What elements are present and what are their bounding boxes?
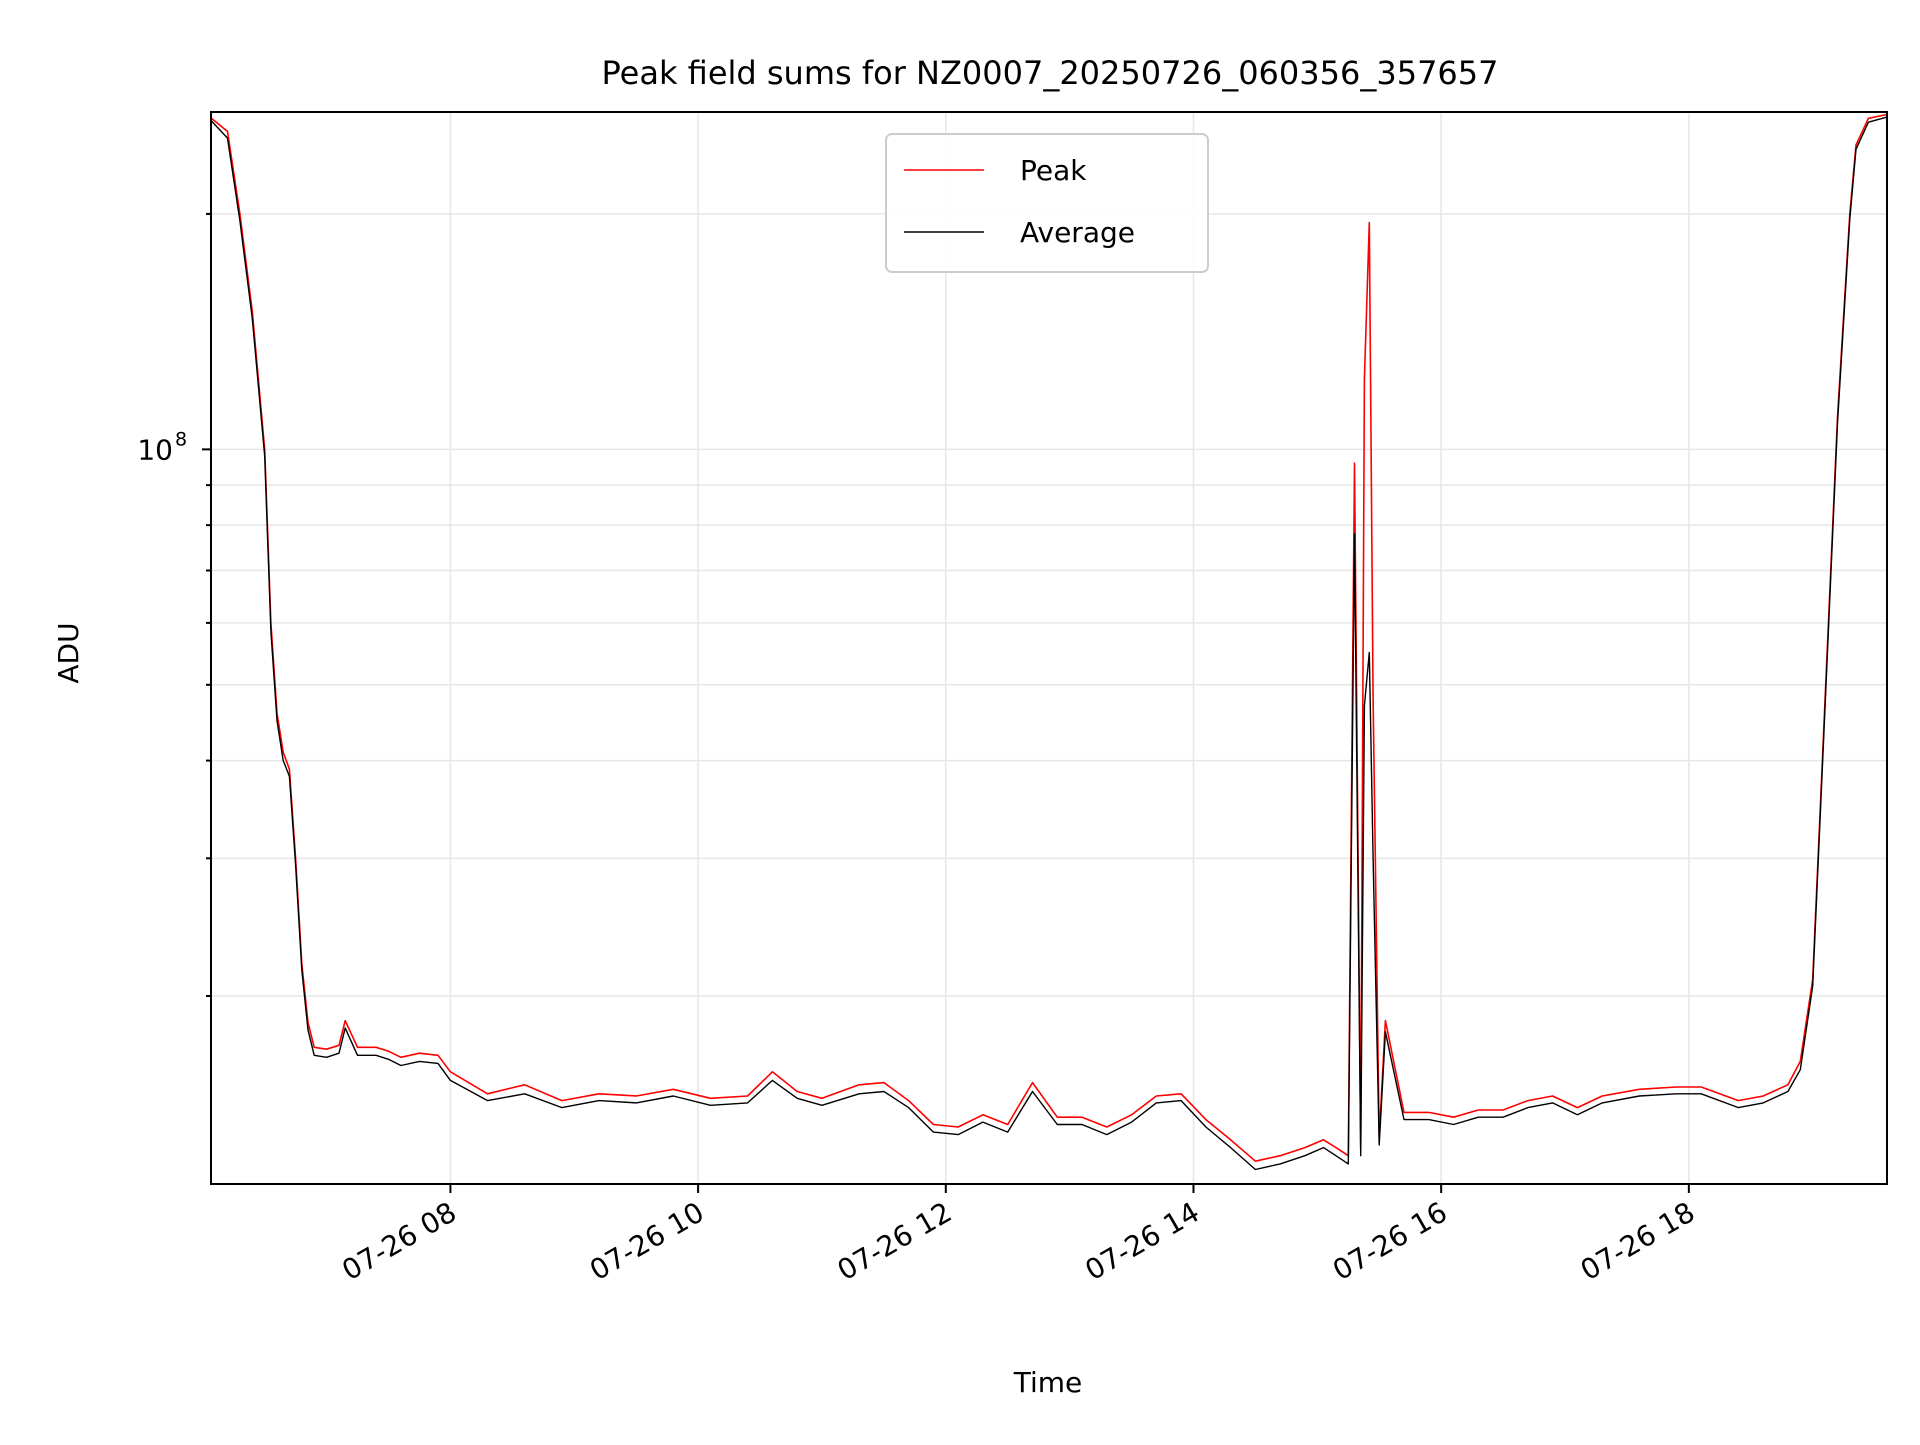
y-tick-label-exponent: 8	[175, 428, 187, 450]
x-tick-label: 07-26 18	[1575, 1195, 1701, 1287]
x-axis-label: Time	[1013, 1366, 1083, 1399]
x-tick-label: 07-26 14	[1079, 1195, 1205, 1287]
series-line-peak	[210, 113, 1888, 1162]
legend: Peak Average	[885, 133, 1209, 273]
x-tick-label: 07-26 08	[336, 1195, 462, 1287]
x-tick-label: 07-26 16	[1327, 1195, 1453, 1287]
legend-label-average: Average	[1020, 216, 1135, 249]
chart-title: Peak field sums for NZ0007_20250726_0603…	[602, 54, 1499, 92]
series-layer	[210, 113, 1888, 1171]
legend-box	[885, 133, 1209, 273]
x-tick-label: 07-26 10	[584, 1195, 710, 1287]
series-line-average	[210, 116, 1888, 1171]
x-tick-label: 07-26 12	[832, 1195, 958, 1287]
tick-layer: 07-26 08 07-26 10 07-26 12 07-26 14 07-26 16…	[137, 212, 1701, 1287]
y-tick-label: 10	[137, 433, 173, 466]
plot-frame	[210, 111, 1888, 1185]
grid-layer	[211, 112, 1887, 1184]
y-axis-label: ADU	[52, 622, 85, 683]
legend-label-peak: Peak	[1020, 154, 1087, 187]
